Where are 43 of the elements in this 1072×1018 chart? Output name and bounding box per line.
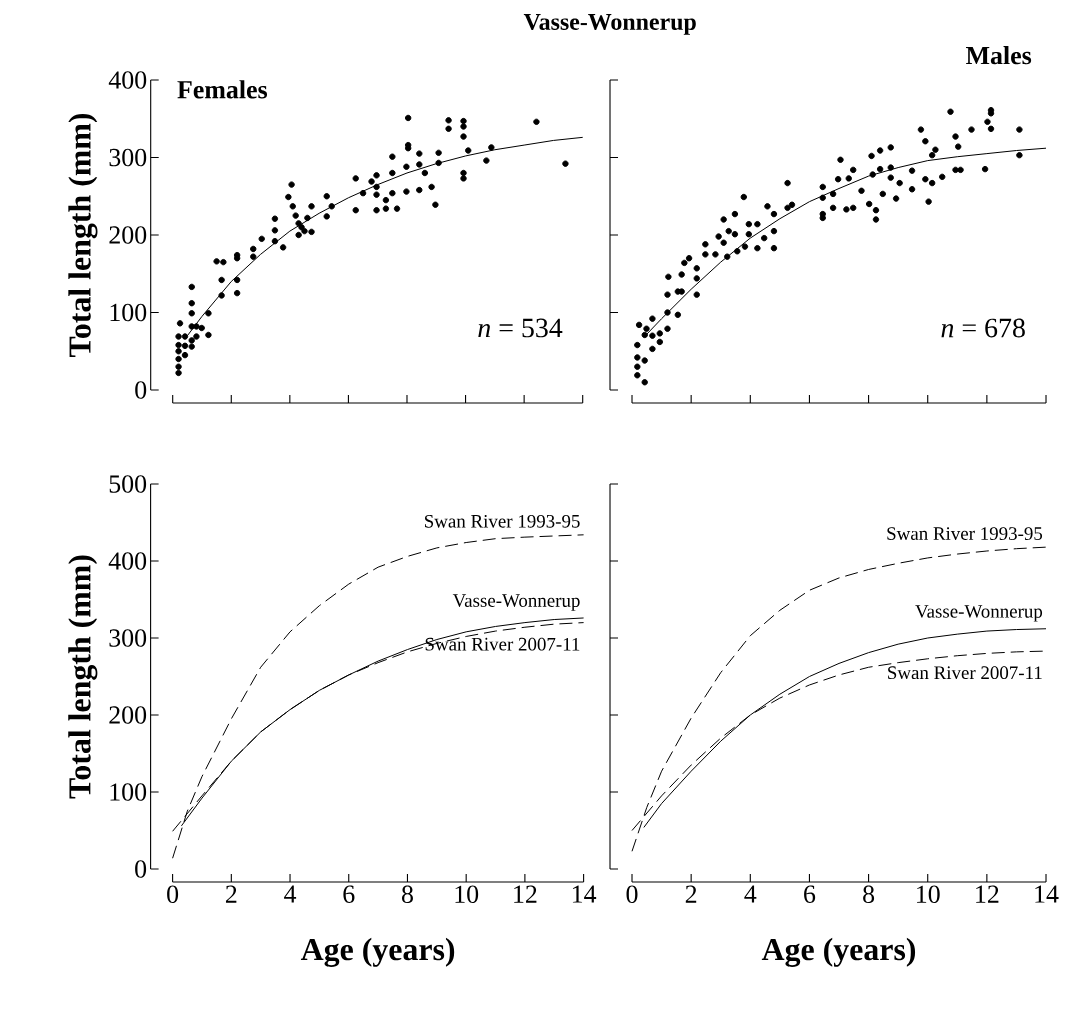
- line-series: [172, 534, 585, 859]
- x-tick-label: 10: [917, 885, 940, 903]
- series-label: Swan River 1993-95: [887, 527, 1043, 540]
- y-tick-label: 0: [135, 381, 147, 399]
- y-axis-title: Total length (mm): [68, 555, 98, 799]
- x-axis-title: Age (years): [300, 937, 455, 967]
- annotation: n = 678: [941, 318, 1025, 338]
- x-tick-label: 6: [343, 885, 355, 903]
- x-tick-label: 4: [744, 885, 757, 903]
- series-label: Vasse-Wonnerup: [452, 594, 580, 611]
- x-tick-label: 6: [804, 885, 816, 903]
- x-tick-label: 0: [626, 885, 638, 903]
- chart-title: Vasse-Wonnerup: [523, 14, 696, 35]
- annotation: n = 534: [478, 318, 563, 338]
- x-tick-label: 2: [685, 885, 697, 903]
- chart-subtitle: Females: [177, 80, 268, 99]
- series-label: Swan River 2007-11: [425, 637, 580, 651]
- x-tick-label: 8: [863, 885, 875, 903]
- y-tick-label: 300: [109, 629, 147, 647]
- x-tick-label: 4: [284, 885, 297, 903]
- x-tick-label: 14: [1035, 885, 1059, 903]
- x-tick-label: 0: [167, 885, 179, 903]
- y-tick-label: 500: [109, 475, 147, 493]
- y-tick-label: 200: [109, 226, 147, 244]
- series-label: Swan River 1993-95: [425, 514, 580, 528]
- y-tick-label: 0: [135, 860, 147, 878]
- y-tick-label: 400: [108, 71, 147, 89]
- chart-subtitle: Males: [966, 46, 1032, 65]
- y-tick-label: 400: [108, 552, 147, 570]
- x-tick-label: 2: [225, 885, 237, 903]
- y-tick-label: 100: [110, 783, 147, 801]
- x-tick-label: 12: [514, 885, 537, 903]
- x-tick-label: 8: [401, 885, 413, 903]
- series-label: Vasse-Wonnerup: [915, 605, 1043, 622]
- y-tick-label: 100: [110, 303, 147, 322]
- y-axis-title: Total length (mm): [68, 113, 98, 357]
- y-tick-label: 300: [109, 148, 147, 167]
- x-tick-label: 12: [976, 885, 999, 903]
- x-tick-label: 14: [572, 885, 597, 903]
- y-tick-label: 200: [109, 706, 147, 724]
- x-axis-title: Age (years): [761, 937, 916, 967]
- series-label: Swan River 2007-11: [888, 666, 1042, 680]
- x-tick-label: 10: [455, 885, 479, 903]
